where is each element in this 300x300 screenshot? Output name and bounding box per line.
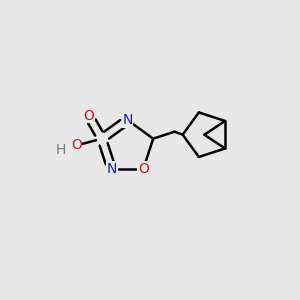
Text: O: O [138, 162, 149, 176]
Text: O: O [83, 109, 94, 123]
Text: H: H [55, 143, 66, 157]
Text: N: N [106, 162, 117, 176]
Text: O: O [71, 139, 82, 152]
Text: N: N [122, 113, 133, 127]
